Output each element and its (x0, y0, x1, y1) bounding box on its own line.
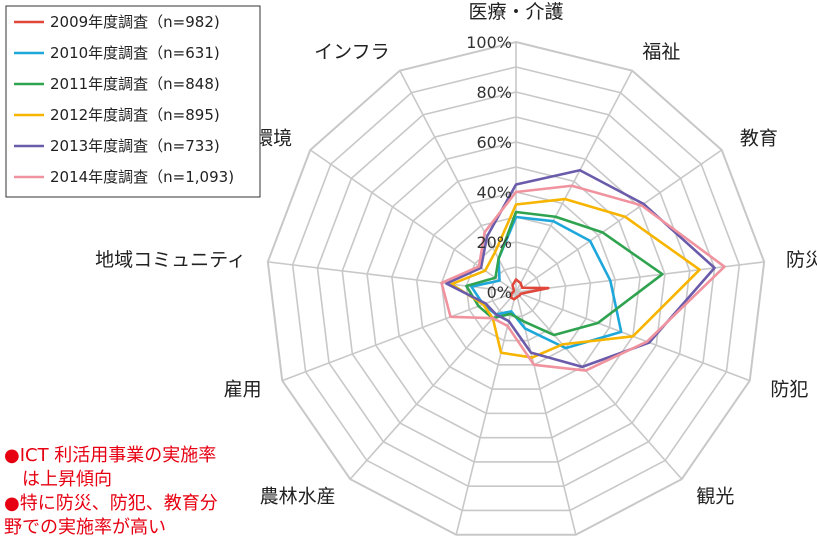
grid-ring (391, 166, 641, 415)
tick-label: 60% (476, 133, 512, 152)
tick-label: 20% (476, 233, 512, 252)
radar-grid (266, 40, 766, 536)
series-polygon (509, 278, 550, 301)
axis-label: 福祉 (642, 41, 680, 63)
legend-label: 2013年度調査（n=733) (50, 137, 220, 155)
grid-spoke (281, 291, 517, 382)
grid-spoke (349, 291, 517, 480)
grid-spoke (515, 149, 723, 293)
tick-label: 80% (476, 83, 512, 102)
axis-label: 雇用 (224, 378, 262, 400)
note-line-3: ●特に防災、防犯、教育分 (4, 493, 218, 514)
tick-label: 40% (476, 183, 512, 202)
legend: 2009年度調査（n=982) 2010年度調査（n=631) 2011年度調査（n… (5, 5, 261, 198)
radar-series-group (440, 168, 726, 372)
axis-labels: 医療・介護福祉教育防災防犯観光交通産業振興農林水産雇用地域コミュニティ環境インフ… (95, 1, 817, 508)
grid-spoke (399, 70, 517, 293)
legend-label: 2010年度調査（n=631) (50, 44, 220, 62)
note-line-2: は上昇傾向 (4, 469, 112, 490)
grid-spoke (455, 291, 517, 535)
grid-ring (266, 40, 766, 536)
axis-label: 農林水産 (260, 486, 336, 508)
series-polygon (450, 197, 701, 359)
axis-label: 観光 (696, 486, 734, 508)
grid-ring (366, 141, 666, 439)
series-polygon (440, 184, 726, 372)
grid-ring (341, 116, 691, 463)
grid-spoke (515, 70, 633, 293)
axis-label: 防災 (786, 249, 817, 271)
axis-label: インフラ (314, 41, 389, 63)
legend-label: 2011年度調査（n=848) (50, 75, 220, 93)
summary-note: ●ICT 利活用事業の実施率 は上昇傾向 ●特に防災、防犯、教育分 野での実施率… (4, 444, 218, 540)
legend-label: 2012年度調査（n=895) (50, 106, 220, 124)
grid-ring (415, 191, 617, 390)
axis-label: 環境 (254, 127, 292, 149)
legend-label: 2014年度調査（n=1,093) (50, 168, 234, 186)
axis-label: 防犯 (770, 378, 808, 400)
grid-ring (316, 91, 716, 487)
note-line-4: 野での実施率が高い (4, 517, 166, 538)
tick-label: 0% (487, 283, 512, 302)
tick-label: 100% (466, 33, 512, 52)
grid-spoke (515, 291, 683, 480)
axis-label: 医療・介護 (468, 1, 563, 23)
grid-ring (291, 66, 741, 512)
series-polygon (465, 210, 664, 337)
series-polygon (470, 215, 623, 350)
legend-box (5, 5, 261, 198)
grid-spoke (515, 291, 577, 535)
radial-tick-labels: 0% 20% 40% 60% 80% 100% (466, 33, 512, 302)
grid-ring (440, 216, 592, 366)
axis-label: 地域コミュニティ (95, 249, 246, 271)
note-line-1: ●ICT 利活用事業の実施率 (4, 445, 217, 466)
axis-label: 教育 (740, 127, 778, 149)
legend-label: 2009年度調査（n=982) (50, 13, 220, 31)
